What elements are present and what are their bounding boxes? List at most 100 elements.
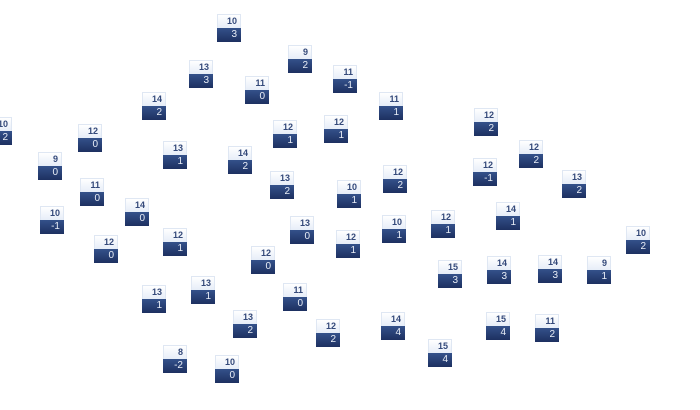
node-box[interactable]: 12 1	[273, 120, 297, 148]
node-bottom-value: 2	[519, 154, 543, 168]
node-bottom-value: 0	[283, 297, 307, 311]
node-top-value: 10	[40, 206, 64, 220]
node-bottom-value: 2	[474, 122, 498, 136]
node-top-value: 15	[438, 260, 462, 274]
node-box[interactable]: 8 -2	[163, 345, 187, 373]
node-bottom-value: 0	[215, 369, 239, 383]
node-box[interactable]: 12 2	[474, 108, 498, 136]
node-box[interactable]: 12 0	[78, 124, 102, 152]
node-top-value: 13	[562, 170, 586, 184]
node-box[interactable]: 10 2	[626, 226, 650, 254]
node-bottom-value: 2	[562, 184, 586, 198]
node-top-value: 10	[215, 355, 239, 369]
node-box[interactable]: 12 1	[431, 210, 455, 238]
node-box[interactable]: 15 3	[438, 260, 462, 288]
node-bottom-value: 2	[535, 328, 559, 342]
node-box[interactable]: 15 4	[486, 312, 510, 340]
node-box[interactable]: 13 0	[290, 216, 314, 244]
node-bottom-value: 0	[125, 212, 149, 226]
node-top-value: 14	[487, 256, 511, 270]
node-box[interactable]: 13 3	[189, 60, 213, 88]
node-top-value: 8	[163, 345, 187, 359]
node-top-value: 12	[316, 319, 340, 333]
node-box[interactable]: 13 1	[142, 285, 166, 313]
node-top-value: 15	[486, 312, 510, 326]
node-top-value: 12	[163, 228, 187, 242]
node-top-value: 12	[336, 230, 360, 244]
node-top-value: 12	[324, 115, 348, 129]
node-box[interactable]: 11 2	[535, 314, 559, 342]
node-top-value: 12	[78, 124, 102, 138]
node-bottom-value: 1	[324, 129, 348, 143]
node-box[interactable]: 13 1	[191, 276, 215, 304]
node-bottom-value: 1	[382, 229, 406, 243]
node-box[interactable]: 14 3	[538, 255, 562, 283]
node-box[interactable]: 12 1	[324, 115, 348, 143]
node-box[interactable]: 11 -1	[333, 65, 357, 93]
node-bottom-value: 0	[290, 230, 314, 244]
node-box[interactable]: 13 1	[163, 141, 187, 169]
node-box[interactable]: 10 0	[215, 355, 239, 383]
node-box[interactable]: 10 -1	[40, 206, 64, 234]
node-box[interactable]: 10 1	[337, 180, 361, 208]
node-bottom-value: 3	[217, 28, 241, 42]
node-bottom-value: 2	[270, 185, 294, 199]
node-box[interactable]: 12 2	[316, 319, 340, 347]
node-box[interactable]: 12 2	[383, 165, 407, 193]
node-top-value: 12	[383, 165, 407, 179]
node-box[interactable]: 13 2	[233, 310, 257, 338]
node-box[interactable]: 14 2	[142, 92, 166, 120]
node-bottom-value: 2	[142, 106, 166, 120]
node-box[interactable]: 12 0	[94, 235, 118, 263]
node-bottom-value: 2	[233, 324, 257, 338]
node-box[interactable]: 13 2	[562, 170, 586, 198]
node-box[interactable]: 12 2	[519, 140, 543, 168]
node-top-value: 12	[474, 108, 498, 122]
node-box[interactable]: 11 0	[283, 283, 307, 311]
node-box[interactable]: 14 0	[125, 198, 149, 226]
node-bottom-value: 1	[142, 299, 166, 313]
node-box[interactable]: 14 2	[228, 146, 252, 174]
node-bottom-value: 1	[163, 155, 187, 169]
node-top-value: 10	[0, 117, 12, 131]
node-box[interactable]: 11 1	[379, 92, 403, 120]
node-top-value: 11	[535, 314, 559, 328]
node-top-value: 11	[283, 283, 307, 297]
node-bottom-value: -1	[473, 172, 497, 186]
node-box[interactable]: 10 2	[0, 117, 12, 145]
node-box[interactable]: 10 1	[382, 215, 406, 243]
node-bottom-value: 1	[191, 290, 215, 304]
node-bottom-value: 2	[0, 131, 12, 145]
node-top-value: 13	[233, 310, 257, 324]
node-box[interactable]: 14 4	[381, 312, 405, 340]
node-box[interactable]: 11 0	[245, 76, 269, 104]
node-top-value: 12	[273, 120, 297, 134]
node-box[interactable]: 10 3	[217, 14, 241, 42]
node-top-value: 15	[428, 339, 452, 353]
node-bottom-value: -2	[163, 359, 187, 373]
node-box[interactable]: 14 1	[496, 202, 520, 230]
node-box[interactable]: 13 2	[270, 171, 294, 199]
node-top-value: 13	[191, 276, 215, 290]
node-box[interactable]: 11 0	[80, 178, 104, 206]
node-bottom-value: 0	[251, 260, 275, 274]
node-top-value: 14	[228, 146, 252, 160]
node-top-value: 10	[626, 226, 650, 240]
node-box[interactable]: 12 -1	[473, 158, 497, 186]
node-top-value: 12	[473, 158, 497, 172]
node-bottom-value: 1	[337, 194, 361, 208]
node-bottom-value: 4	[381, 326, 405, 340]
node-top-value: 9	[38, 152, 62, 166]
node-top-value: 13	[163, 141, 187, 155]
node-top-value: 10	[217, 14, 241, 28]
node-box[interactable]: 12 0	[251, 246, 275, 274]
node-box[interactable]: 15 4	[428, 339, 452, 367]
node-box[interactable]: 14 3	[487, 256, 511, 284]
node-bottom-value: 3	[487, 270, 511, 284]
node-box[interactable]: 12 1	[336, 230, 360, 258]
node-top-value: 14	[142, 92, 166, 106]
node-box[interactable]: 12 1	[163, 228, 187, 256]
